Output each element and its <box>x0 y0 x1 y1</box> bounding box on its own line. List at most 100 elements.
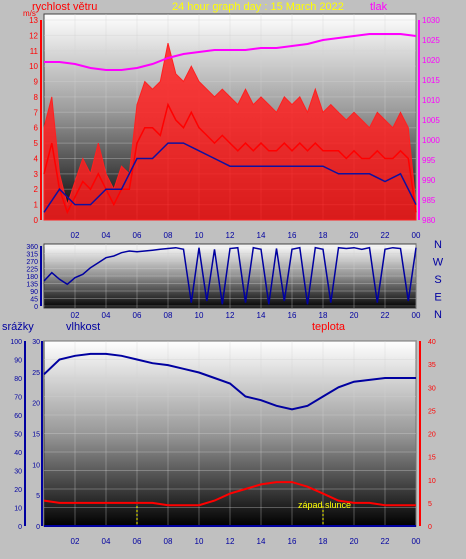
x-tick-label: 22 <box>381 231 390 240</box>
direction-tick-label: 225 <box>26 267 38 274</box>
wind-speed-label: rychlost větru <box>32 1 97 13</box>
x-tick-label: 06 <box>133 311 142 320</box>
humidity-tick-label: 40 <box>14 450 22 457</box>
direction-tick-label: 270 <box>26 259 38 266</box>
pressure-tick-label: 995 <box>422 156 436 165</box>
x-tick-label: 10 <box>195 231 204 240</box>
x-tick-label: 14 <box>257 537 266 546</box>
x-tick-label: 18 <box>319 537 328 546</box>
temperature-tick-label: 30 <box>428 385 436 392</box>
x-tick-label: 10 <box>195 311 204 320</box>
x-tick-label: 00 <box>412 311 421 320</box>
avg-series-line <box>43 142 417 213</box>
pressure-tick-label: 1010 <box>422 96 440 105</box>
x-tick-label: 10 <box>195 537 204 546</box>
direction-series-line <box>43 246 417 305</box>
x-tick-label: 22 <box>381 311 390 320</box>
x-tick-label: 02 <box>71 231 80 240</box>
x-tick-label: 20 <box>350 537 359 546</box>
humidity-tick-label: 90 <box>14 358 22 365</box>
compass-label: N <box>434 309 442 321</box>
humidity-tick-label: 100 <box>10 339 22 346</box>
pressure-tick-label: 1020 <box>422 56 440 65</box>
rain-tick-label: 5 <box>36 493 40 500</box>
wind-tick-label: 8 <box>34 93 39 102</box>
temperature-tick-label: 40 <box>428 339 436 346</box>
humidity-tick-label: 20 <box>14 487 22 494</box>
humidity-temperature-marks <box>43 352 416 527</box>
direction-plot-area <box>43 243 417 309</box>
temperature-tick-label: 5 <box>428 501 432 508</box>
pressure-tick-label: 1030 <box>422 16 440 25</box>
x-tick-label: 14 <box>257 311 266 320</box>
humidity-tick-label: 0 <box>18 524 22 531</box>
x-tick-label: 16 <box>288 231 297 240</box>
direction-grid <box>44 244 417 308</box>
compass-label: W <box>433 257 444 269</box>
wind-tick-label: 3 <box>34 170 39 179</box>
pressure-tick-label: 985 <box>422 196 436 205</box>
pressure-tick-label: 980 <box>422 216 436 225</box>
x-tick-label: 06 <box>133 231 142 240</box>
compass-label: E <box>434 292 441 304</box>
direction-tick-label: 0 <box>34 304 38 311</box>
humidity-tick-label: 50 <box>14 432 22 439</box>
x-tick-label: 18 <box>319 231 328 240</box>
x-tick-label: 22 <box>381 537 390 546</box>
direction-tick-label: 315 <box>26 252 38 259</box>
temperature-tick-label: 20 <box>428 432 436 439</box>
direction-tick-label: 360 <box>26 244 38 251</box>
pressure-tick-label: 1015 <box>422 76 440 85</box>
x-tick-label: 00 <box>412 231 421 240</box>
wind-unit-label: m/s <box>23 9 36 18</box>
x-tick-label: 20 <box>350 311 359 320</box>
x-tick-label: 04 <box>102 231 111 240</box>
x-tick-label: 16 <box>288 311 297 320</box>
pressure-tick-label: 990 <box>422 176 436 185</box>
direction-tick-label: 180 <box>26 274 38 281</box>
x-tick-label: 08 <box>164 537 173 546</box>
wind-tick-label: 1 <box>34 201 39 210</box>
humidity-axes: 0102030405060708090100051015202530051015… <box>10 339 436 546</box>
direction-tick-label: 90 <box>30 289 38 296</box>
temperature-tick-label: 15 <box>428 455 436 462</box>
x-tick-label: 02 <box>71 537 80 546</box>
wind-tick-label: 0 <box>34 216 39 225</box>
humidity-grid <box>44 340 417 527</box>
wind-tick-label: 11 <box>30 47 39 56</box>
rain-tick-label: 15 <box>32 432 40 439</box>
x-tick-label: 08 <box>164 311 173 320</box>
temperature-tick-label: 0 <box>428 524 432 531</box>
x-tick-label: 20 <box>350 231 359 240</box>
rain-humidity-plot-area <box>43 340 417 527</box>
humidity-tick-label: 80 <box>14 376 22 383</box>
rain-tick-label: 0 <box>36 524 40 531</box>
wind-tick-label: 4 <box>34 154 39 163</box>
compass-label: N <box>434 239 442 251</box>
x-tick-label: 00 <box>412 537 421 546</box>
rain-tick-label: 30 <box>32 339 40 346</box>
wind-tick-label: 12 <box>29 31 38 40</box>
x-tick-label: 16 <box>288 537 297 546</box>
wind-tick-label: 7 <box>34 108 39 117</box>
vlhkost-series-line <box>43 352 416 411</box>
x-tick-label: 04 <box>102 537 111 546</box>
temperature-tick-label: 25 <box>428 408 436 415</box>
humidity-tick-label: 10 <box>14 506 22 513</box>
x-tick-label: 12 <box>226 537 235 546</box>
x-tick-label: 12 <box>226 311 235 320</box>
teplota-series-line <box>43 481 416 507</box>
x-tick-label: 06 <box>133 537 142 546</box>
wind-tick-label: 13 <box>29 16 38 25</box>
rain-tick-label: 25 <box>32 370 40 377</box>
chart-title: 24 hour graph day : 15 March 2022 <box>172 1 344 13</box>
rain-tick-label: 20 <box>32 401 40 408</box>
temperature-tick-label: 10 <box>428 478 436 485</box>
temperature-tick-label: 35 <box>428 362 436 369</box>
x-tick-label: 18 <box>319 311 328 320</box>
x-tick-label: 14 <box>257 231 266 240</box>
wind-pressure-marks <box>43 33 417 221</box>
